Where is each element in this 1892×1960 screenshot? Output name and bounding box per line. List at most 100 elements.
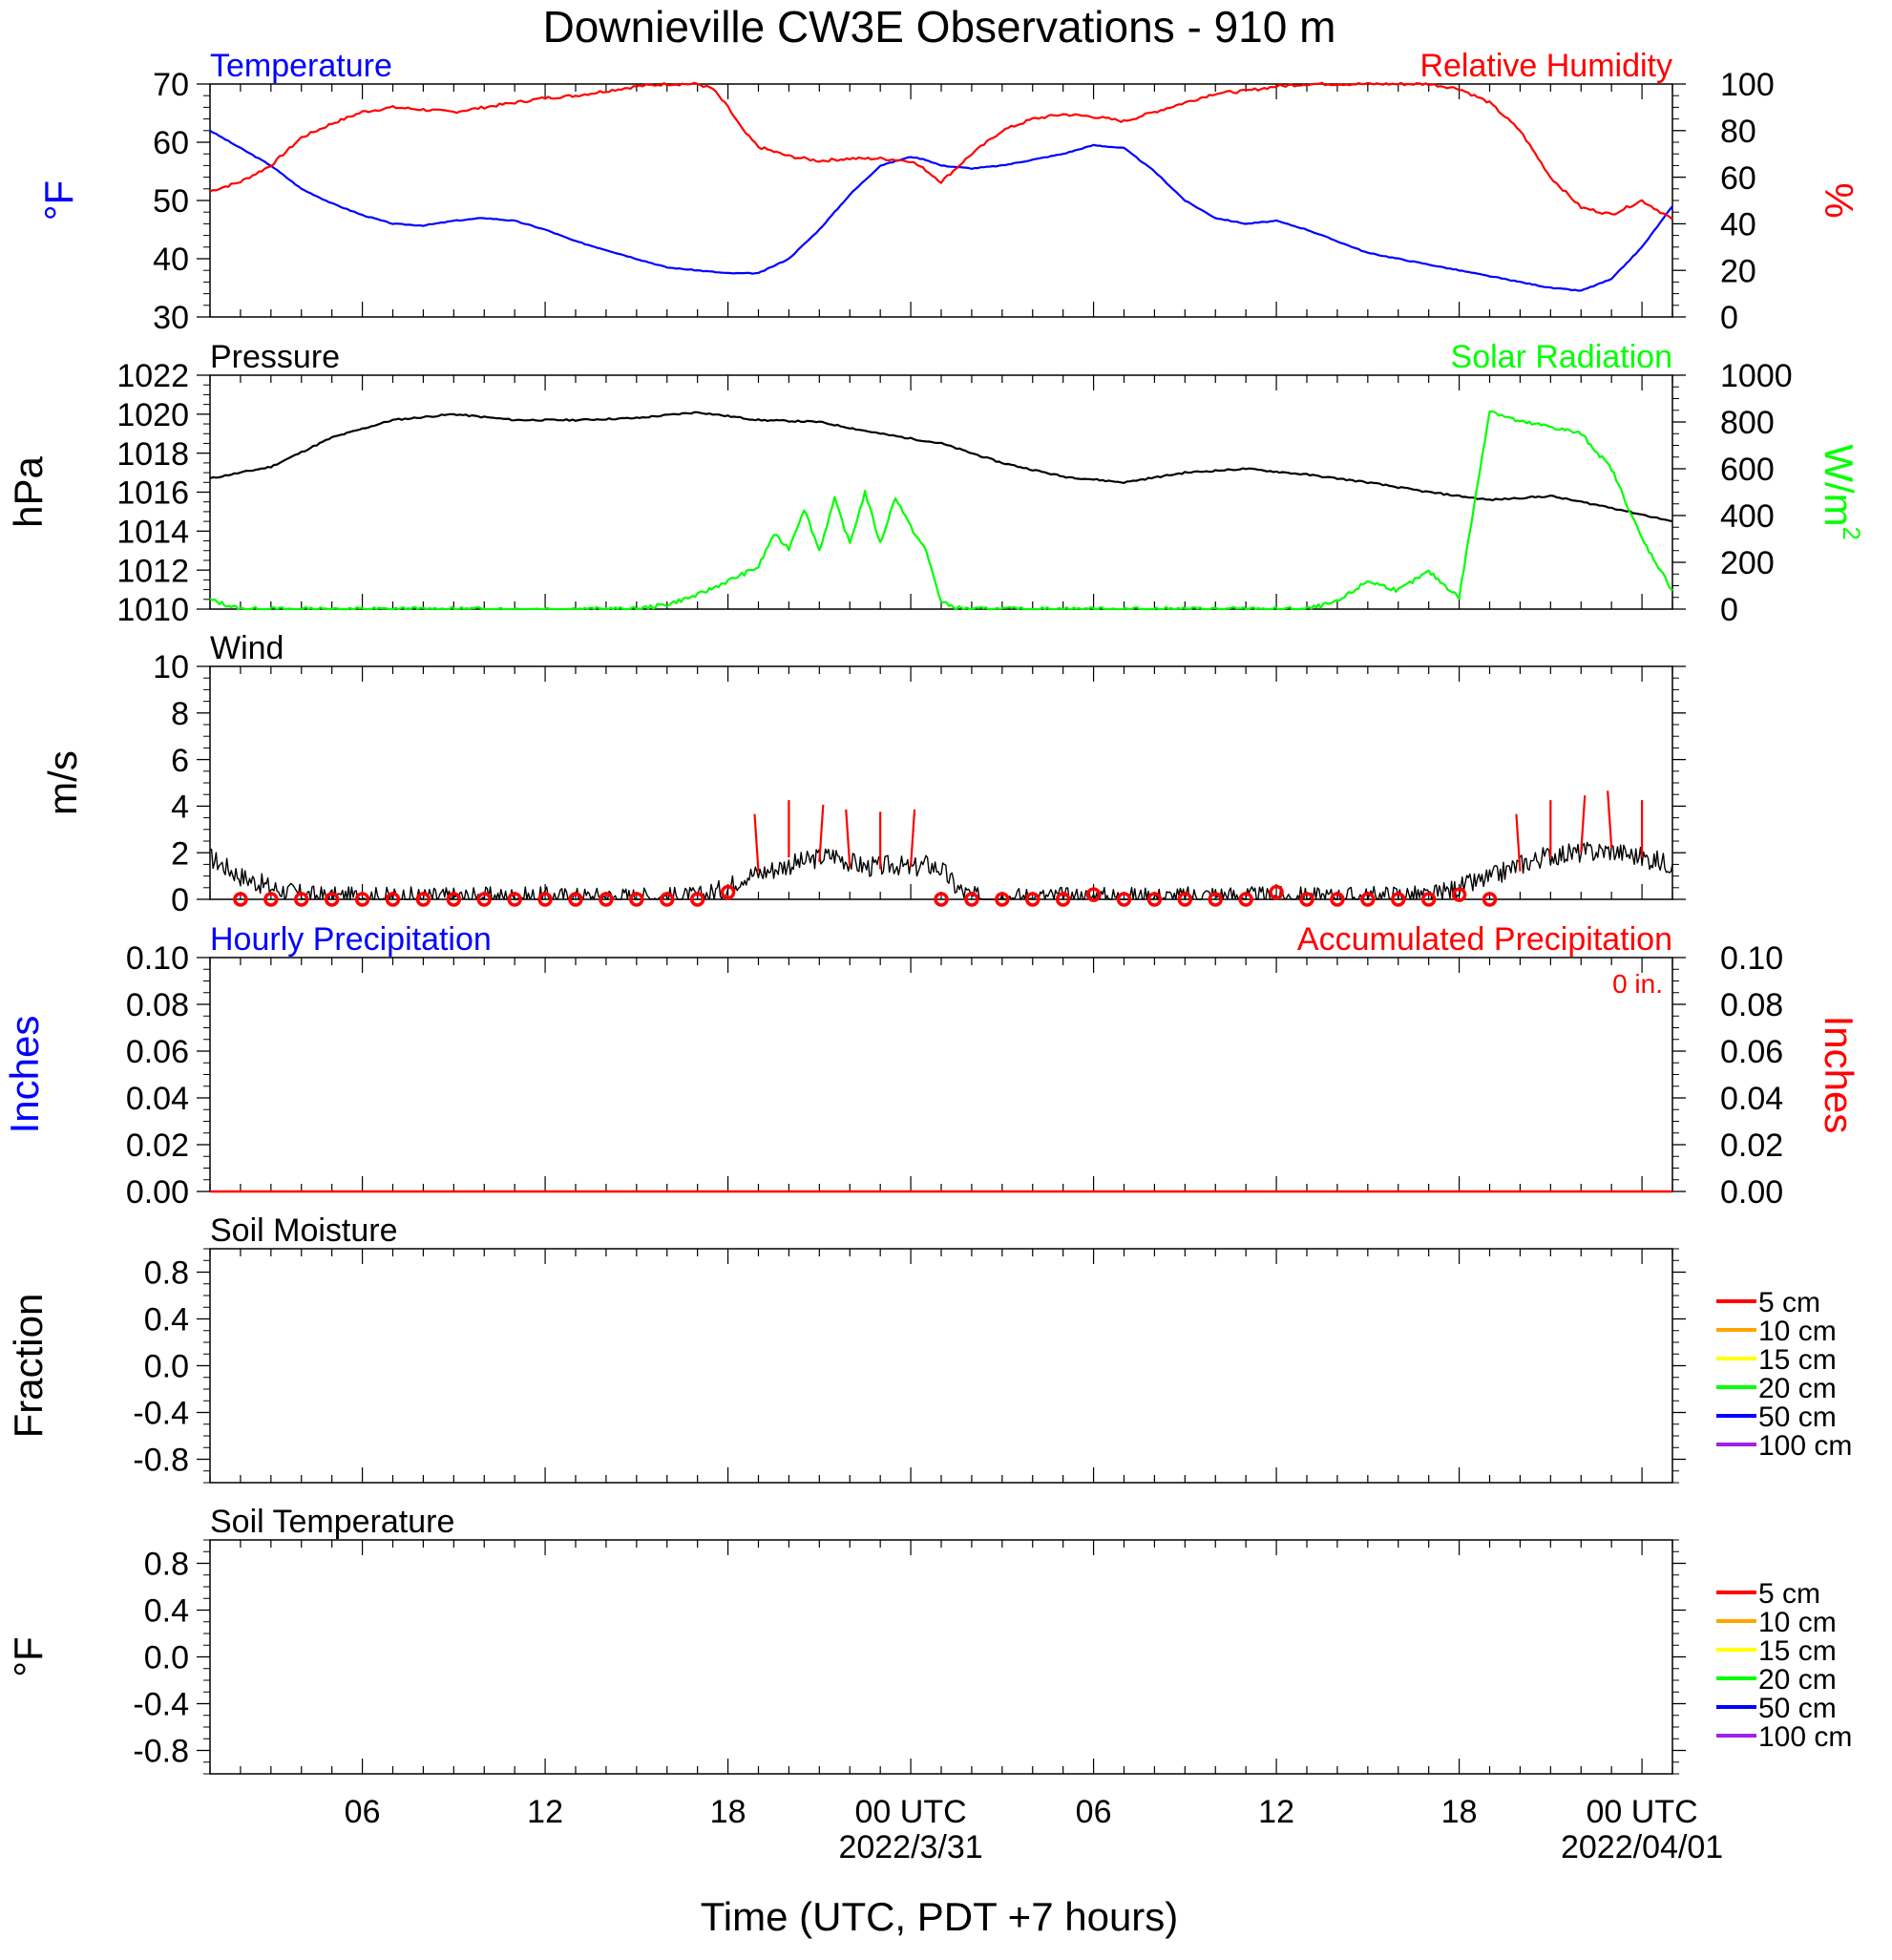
- x-tick-label: 06: [1076, 1794, 1112, 1830]
- hourly-precip-axis-tick-label: 0.06: [126, 1034, 189, 1070]
- soil-temperature-panel-legend-label: 100 cm: [1758, 1721, 1852, 1753]
- accum-precip-axis-tick-label: 0.10: [1720, 940, 1783, 977]
- soil-temperature-panel-legend-label: 15 cm: [1758, 1635, 1837, 1667]
- calm-wind-marker: [568, 892, 583, 907]
- calm-wind-marker: [1025, 892, 1041, 907]
- x-tick-date-label: 2022/3/31: [838, 1829, 982, 1865]
- wind-panel: 10 8 6 4 2 0 Wind m/s: [40, 630, 1686, 918]
- wind-speed-line: [209, 841, 1673, 900]
- hourly-precip-title: Hourly Precipitation: [210, 921, 492, 958]
- precip-panel: 0.10 0.08 0.06 0.04 0.02 0.00 0.10 0.08 0.06 0.04…: [2, 921, 1861, 1211]
- wind-barb: [1580, 795, 1587, 854]
- soil-temperature-panel-legend-label: 5 cm: [1758, 1578, 1820, 1610]
- calm-wind-marker: [995, 892, 1010, 907]
- soil-temperature-panel-legend-label: 50 cm: [1758, 1693, 1837, 1724]
- pressure-axis-tick-label: 1018: [116, 436, 189, 473]
- pressure-axis-tick-label: 1010: [116, 592, 189, 628]
- temp-axis-tick-label: 50: [153, 183, 189, 220]
- x-tick-label: 12: [527, 1794, 563, 1830]
- soil-temperature-panel-y-tick-label: -0.4: [133, 1687, 189, 1723]
- wind-y-label: m/s: [40, 750, 85, 815]
- soil-moisture-panel-y-label: Fraction: [6, 1294, 51, 1439]
- rh-y-label-right: %: [1817, 182, 1861, 218]
- soil-moisture-panel: 0.8 0.4 0.0 -0.4 -0.8 Soil Moisture Fraction 5 …: [6, 1212, 1852, 1484]
- accum-precip-y-label-right: Inches: [1817, 1016, 1861, 1134]
- x-axis-label: Time (UTC, PDT +7 hours): [701, 1894, 1179, 1939]
- accum-precip-axis-tick-label: 0.04: [1720, 1081, 1783, 1117]
- pressure-axis-tick-label: 1022: [116, 358, 189, 394]
- calm-wind-marker: [1269, 884, 1284, 900]
- soil-moisture-panel-y-tick-label: -0.4: [133, 1396, 189, 1432]
- soil-moisture-panel-title: Soil Moisture: [210, 1212, 398, 1249]
- calm-wind-marker: [446, 892, 462, 907]
- calm-wind-marker: [324, 892, 340, 907]
- temp-axis-tick-label: 60: [153, 125, 189, 161]
- calm-wind-marker: [1391, 892, 1406, 907]
- soil-moisture-panel-y-tick-label: 0.8: [144, 1255, 189, 1292]
- calm-wind-marker: [476, 892, 492, 907]
- solar-y-label-right: W/m2: [1817, 444, 1864, 539]
- wind-barb: [909, 809, 916, 867]
- temp-axis-tick-label: 30: [153, 300, 189, 336]
- wind-barb: [753, 813, 760, 872]
- pressure-title: Pressure: [210, 339, 340, 375]
- humidity-line: [209, 81, 1673, 221]
- temp-rh-panel: 70 60 50 40 30 100 80 60 40 20 0 Temperature Relativ…: [36, 48, 1861, 336]
- temperature-line: [209, 130, 1673, 292]
- accum-precip-axis-tick-label: 0.00: [1720, 1174, 1783, 1211]
- calm-wind-marker: [507, 892, 522, 907]
- calm-wind-marker: [1146, 892, 1163, 907]
- soil-moisture-panel-legend-label: 15 cm: [1758, 1344, 1837, 1376]
- solar-axis-tick-label: 600: [1720, 452, 1775, 488]
- wind-barb: [818, 804, 825, 863]
- x-tick-label: 18: [1441, 1794, 1478, 1830]
- soil-moisture-panel-legend-label: 100 cm: [1758, 1430, 1852, 1462]
- calm-wind-marker: [720, 884, 736, 900]
- pressure-axis-tick-label: 1020: [116, 397, 189, 433]
- soil-temperature-panel-y-tick-label: 0.8: [144, 1547, 189, 1583]
- soil-moisture-panel-legend-label: 50 cm: [1758, 1402, 1837, 1433]
- wind-barb: [1515, 813, 1522, 872]
- calm-wind-marker: [537, 892, 553, 907]
- calm-wind-marker: [1085, 887, 1102, 902]
- calm-wind-marker: [1299, 892, 1314, 907]
- wind-axis-tick-label: 0: [171, 882, 189, 918]
- wind-title: Wind: [210, 630, 284, 666]
- calm-wind-marker: [934, 892, 949, 907]
- soil-temperature-panel-y-tick-label: 0.0: [144, 1640, 189, 1676]
- solar-axis-tick-label: 200: [1720, 545, 1775, 581]
- humidity-title: Relative Humidity: [1419, 48, 1672, 84]
- soil-moisture-panel-y-tick-label: 0.4: [144, 1302, 189, 1338]
- calm-wind-marker: [1420, 892, 1437, 907]
- solar-axis-tick-label: 800: [1720, 405, 1775, 441]
- calm-wind-marker: [1116, 892, 1132, 907]
- calm-wind-marker: [629, 892, 644, 907]
- hourly-precip-axis-tick-label: 0.00: [126, 1174, 189, 1211]
- calm-wind-marker: [1330, 892, 1345, 907]
- calm-wind-marker: [385, 892, 401, 907]
- wind-axis-tick-label: 6: [171, 743, 189, 779]
- calm-wind-marker: [660, 892, 675, 907]
- hourly-precip-y-label: Inches: [2, 1016, 47, 1134]
- x-tick-date-label: 2022/04/01: [1561, 1829, 1723, 1865]
- soil-temperature-panel-legend-label: 10 cm: [1758, 1607, 1837, 1638]
- temp-axis-tick-label: 40: [153, 242, 189, 278]
- x-tick-label: 06: [345, 1794, 381, 1830]
- solar-y-label-right-superscript: 2: [1838, 527, 1864, 540]
- accum-precip-axis-tick-label: 0.08: [1720, 987, 1783, 1023]
- wind-axis-tick-label: 4: [171, 790, 189, 826]
- solar-axis-tick-label: 400: [1720, 498, 1775, 535]
- hourly-precip-axis-tick-label: 0.08: [126, 987, 189, 1023]
- rh-axis-tick-label: 80: [1720, 114, 1756, 150]
- x-tick-label: 18: [710, 1794, 746, 1830]
- pressure-axis-tick-label: 1014: [116, 515, 189, 551]
- calm-wind-marker: [964, 892, 979, 907]
- rh-axis-tick-label: 60: [1720, 160, 1756, 197]
- wind-axis-tick-label: 2: [171, 835, 189, 872]
- soil-moisture-panel-legend-label: 10 cm: [1758, 1316, 1837, 1347]
- rh-axis-tick-label: 0: [1720, 300, 1738, 336]
